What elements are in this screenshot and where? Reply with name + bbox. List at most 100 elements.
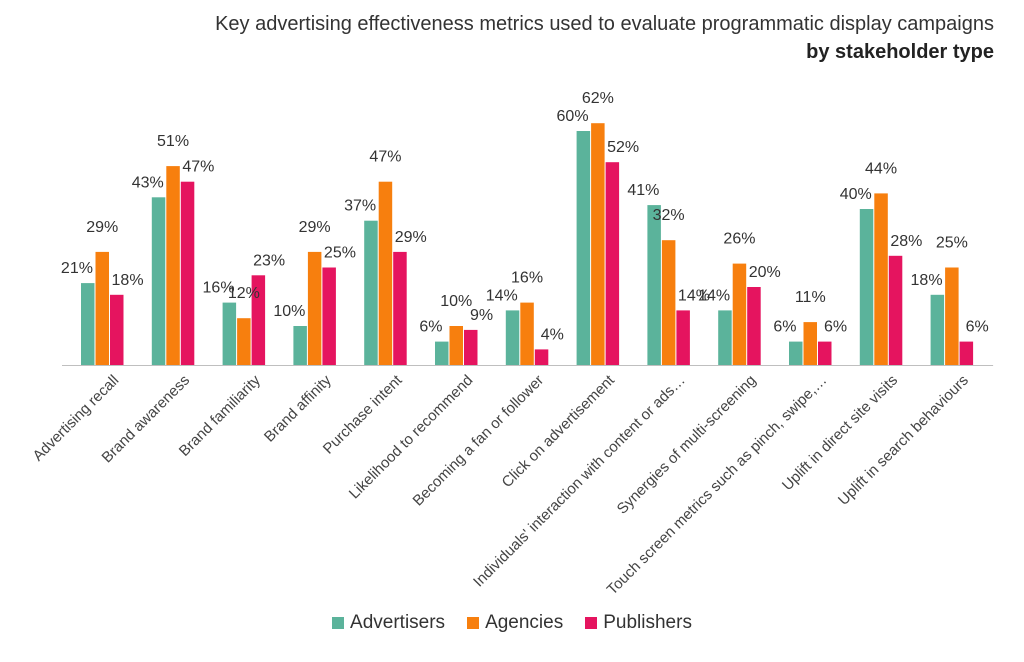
value-label-advertisers-11: 40% [840, 186, 872, 203]
bar-publishers-12 [959, 341, 974, 365]
bar-agencies-2 [237, 318, 251, 365]
bar-advertisers-12 [930, 294, 945, 365]
bar-advertisers-9 [718, 310, 732, 365]
bar-advertisers-8 [647, 205, 661, 365]
bar-agencies-12 [945, 267, 959, 365]
bar-agencies-8 [661, 240, 676, 365]
value-label-publishers-0: 18% [112, 272, 144, 289]
value-label-agencies-5: 10% [440, 293, 472, 310]
value-label-agencies-4: 47% [369, 149, 401, 166]
bar-chart: 21%29%18%43%51%47%16%12%23%10%29%25%37%4… [30, 90, 994, 598]
value-label-publishers-10: 6% [824, 319, 847, 336]
bar-advertisers-2 [222, 302, 237, 365]
value-label-advertisers-7: 60% [557, 108, 589, 125]
category-label-9: Synergies of multi-screening [614, 372, 760, 518]
value-label-agencies-12: 25% [936, 235, 968, 252]
bar-agencies-5 [449, 326, 463, 365]
value-label-publishers-9: 20% [749, 264, 781, 281]
chart-title: Key advertising effectiveness metrics us… [215, 10, 994, 66]
legend-item-advertisers: Advertisers [332, 612, 445, 634]
bar-publishers-10 [818, 341, 832, 365]
value-label-agencies-11: 44% [865, 160, 897, 177]
value-label-publishers-2: 23% [253, 252, 285, 269]
value-label-advertisers-4: 37% [344, 198, 376, 215]
value-label-publishers-12: 6% [966, 319, 989, 336]
value-label-publishers-5: 9% [470, 307, 493, 324]
value-label-advertisers-8: 41% [627, 182, 659, 199]
bar-publishers-5 [464, 329, 478, 365]
bar-advertisers-11 [859, 209, 874, 365]
value-label-publishers-6: 4% [541, 326, 564, 343]
value-label-agencies-0: 29% [86, 219, 118, 236]
value-label-advertisers-6: 14% [486, 287, 518, 304]
legend-item-agencies: Agencies [467, 612, 563, 634]
legend: Advertisers Agencies Publishers [0, 612, 1024, 634]
bar-advertisers-7 [576, 131, 591, 365]
value-label-advertisers-10: 6% [773, 319, 796, 336]
bar-publishers-1 [180, 181, 195, 365]
chart-subtitle: by stakeholder type [806, 41, 994, 63]
value-label-agencies-10: 11% [795, 289, 826, 306]
bar-publishers-8 [676, 310, 690, 365]
category-label-3: Brand affinity [261, 371, 335, 445]
value-label-advertisers-3: 10% [273, 303, 305, 320]
bar-agencies-0 [95, 251, 109, 365]
chart-title-text: Key advertising effectiveness metrics us… [215, 13, 994, 35]
bar-publishers-6 [534, 349, 549, 365]
bar-publishers-7 [605, 162, 620, 365]
value-label-publishers-3: 25% [324, 245, 356, 262]
bar-publishers-9 [747, 287, 761, 365]
bar-agencies-1 [166, 166, 180, 365]
bar-agencies-11 [874, 193, 888, 365]
value-label-advertisers-5: 6% [419, 319, 442, 336]
category-label-12: Uplift in search behaviours [835, 372, 972, 509]
value-label-advertisers-12: 18% [911, 272, 943, 289]
bars-layer [81, 123, 974, 365]
value-label-publishers-7: 52% [607, 139, 639, 156]
legend-label-advertisers: Advertisers [350, 612, 446, 633]
bar-advertisers-1 [151, 197, 166, 365]
bar-advertisers-6 [505, 310, 520, 365]
value-label-publishers-8: 14% [678, 287, 710, 304]
value-label-agencies-6: 16% [511, 270, 543, 287]
legend-swatch-agencies [467, 617, 480, 629]
value-label-advertisers-1: 43% [132, 174, 164, 191]
bar-publishers-0 [110, 294, 124, 365]
category-label-5: Likelihood to recommend [346, 372, 477, 503]
bar-agencies-4 [378, 181, 393, 365]
legend-label-agencies: Agencies [485, 612, 564, 633]
bar-advertisers-4 [364, 220, 378, 365]
bar-publishers-11 [888, 255, 903, 365]
legend-swatch-advertisers [332, 617, 345, 629]
bar-agencies-10 [803, 322, 817, 365]
value-label-advertisers-2: 16% [203, 280, 235, 297]
value-label-advertisers-9: 14% [698, 287, 730, 304]
legend-item-publishers: Publishers [585, 612, 692, 634]
category-label-11: Uplift in direct site visits [779, 372, 901, 494]
value-label-agencies-1: 51% [157, 133, 189, 150]
bar-agencies-6 [520, 302, 534, 365]
bar-publishers-3 [322, 267, 336, 365]
value-label-agencies-7: 62% [582, 90, 614, 107]
legend-swatch-publishers [585, 617, 598, 629]
value-label-publishers-1: 47% [182, 159, 214, 176]
legend-label-publishers: Publishers [603, 612, 692, 633]
bar-advertisers-3 [293, 326, 307, 365]
value-label-agencies-9: 26% [723, 231, 755, 248]
bar-advertisers-10 [789, 341, 803, 365]
bar-agencies-7 [591, 123, 605, 365]
value-label-publishers-4: 29% [395, 229, 427, 246]
value-labels-layer: 21%29%18%43%51%47%16%12%23%10%29%25%37%4… [61, 90, 989, 343]
value-label-agencies-2: 12% [228, 285, 260, 302]
value-label-agencies-3: 29% [299, 219, 331, 236]
bar-publishers-4 [393, 251, 407, 365]
bar-advertisers-5 [435, 341, 449, 365]
value-label-advertisers-0: 21% [61, 260, 93, 277]
bar-publishers-2 [251, 275, 266, 365]
value-label-agencies-8: 32% [653, 207, 685, 224]
bar-agencies-3 [307, 251, 322, 365]
category-label-6: Becoming a fan or follower [410, 372, 548, 510]
bar-advertisers-0 [81, 283, 95, 365]
value-label-publishers-11: 28% [890, 233, 922, 250]
